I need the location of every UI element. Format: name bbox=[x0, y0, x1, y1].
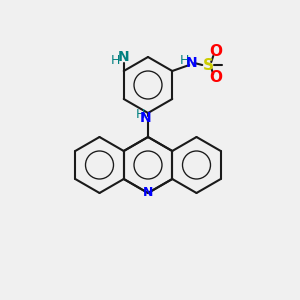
Text: N: N bbox=[118, 50, 130, 64]
Text: O: O bbox=[210, 70, 223, 86]
Text: N: N bbox=[185, 56, 197, 70]
Text: H: H bbox=[135, 109, 145, 122]
Text: S: S bbox=[203, 58, 214, 73]
Text: N: N bbox=[140, 111, 152, 125]
Text: O: O bbox=[210, 44, 223, 59]
Text: N: N bbox=[143, 187, 153, 200]
Text: H: H bbox=[180, 55, 189, 68]
Text: H: H bbox=[111, 55, 120, 68]
